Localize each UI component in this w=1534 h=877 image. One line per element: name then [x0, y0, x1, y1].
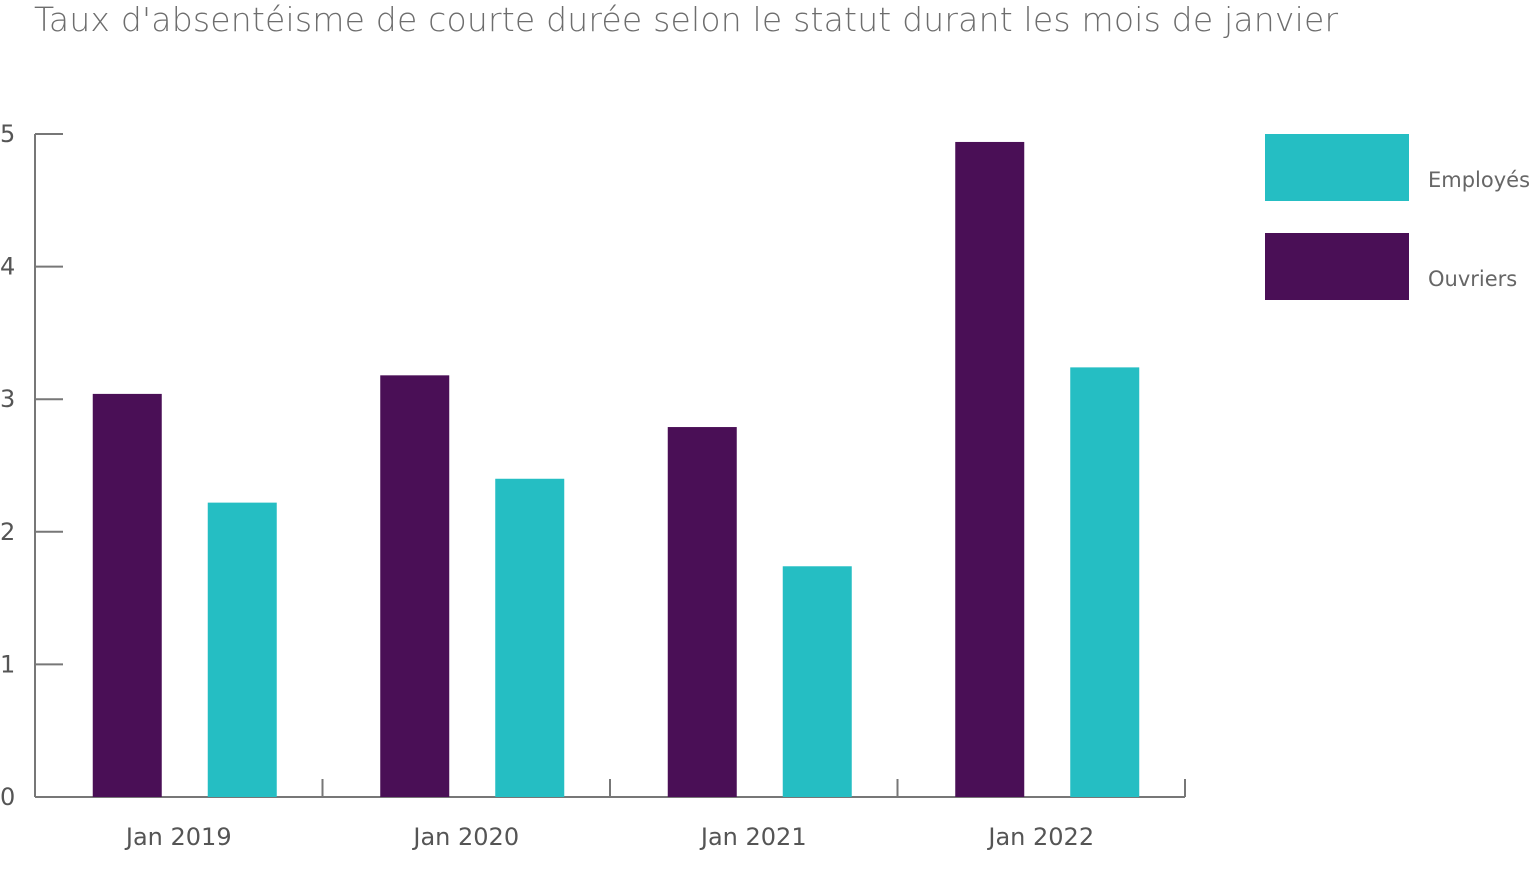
- y-tick-label: 1: [0, 650, 15, 678]
- bar-ouvriers: [955, 141, 1025, 797]
- x-tick-label: Jan 2020: [411, 823, 519, 851]
- bar-employes: [207, 502, 277, 797]
- legend: Employés Ouvriers: [1265, 134, 1530, 300]
- bar-ouvriers: [667, 427, 737, 797]
- legend-swatch: [1265, 233, 1409, 300]
- y-tick-label: 3: [0, 385, 15, 413]
- bar-employes: [1070, 367, 1140, 797]
- x-ticks: Jan 2019 Jan 2020 Jan 2021 Jan 2022: [124, 779, 1186, 851]
- bar-employes: [495, 478, 565, 797]
- bar-ouvriers: [380, 375, 450, 797]
- y-tick-label: 5: [0, 120, 15, 148]
- y-tick-label: 0: [0, 783, 15, 811]
- y-tick-label: 4: [0, 253, 15, 281]
- legend-label: Employés: [1428, 168, 1530, 192]
- bars: [92, 141, 1140, 797]
- x-tick-label: Jan 2022: [986, 823, 1094, 851]
- bar-employes: [782, 566, 852, 797]
- x-tick-label: Jan 2021: [699, 823, 807, 851]
- y-tick-label: 2: [0, 518, 15, 546]
- legend-swatch: [1265, 134, 1409, 201]
- y-ticks: 0 1 2 3 4 5: [0, 120, 63, 811]
- legend-label: Ouvriers: [1428, 267, 1517, 291]
- chart-title: Taux d'absentéisme de courte durée selon…: [34, 0, 1339, 39]
- bar-ouvriers: [92, 393, 162, 797]
- x-tick-label: Jan 2019: [124, 823, 232, 851]
